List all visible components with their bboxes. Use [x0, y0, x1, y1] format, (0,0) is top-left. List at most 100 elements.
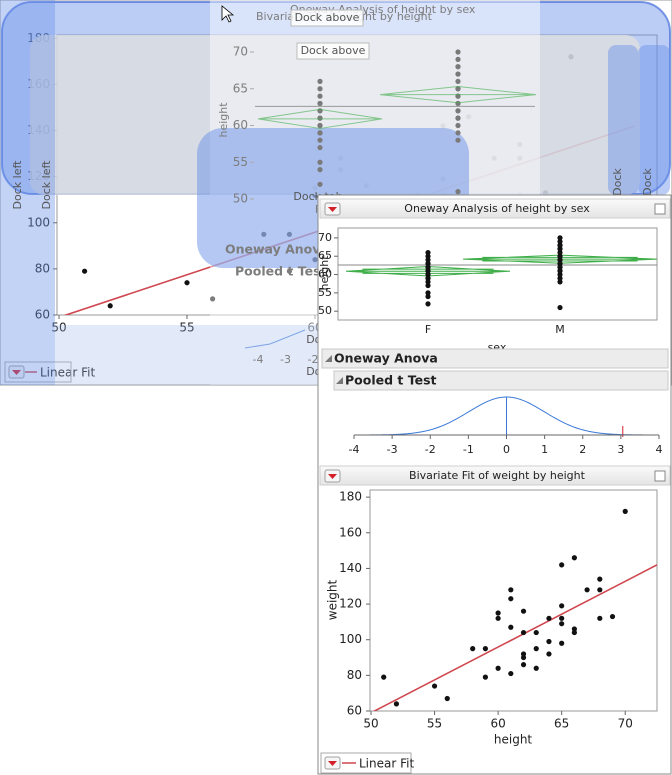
- button[interactable]: [320, 752, 412, 774]
- ghost-point: [317, 159, 323, 165]
- point: [597, 587, 603, 593]
- point: [508, 670, 514, 677]
- y-tick-label: 140: [339, 561, 362, 575]
- point: [107, 303, 113, 309]
- ghost-tick-label: -3: [280, 353, 291, 366]
- plot-frame: [369, 489, 658, 712]
- close-box[interactable]: [654, 470, 666, 482]
- x-tick-label: 2: [579, 443, 586, 456]
- menu-triangle: [328, 761, 337, 766]
- point: [557, 238, 563, 245]
- point: [508, 596, 514, 602]
- ghost-point: [317, 130, 323, 136]
- point: [425, 275, 431, 281]
- menu-triangle: [328, 474, 337, 479]
- menu-triangle: [328, 207, 337, 212]
- ghost-point: [317, 181, 323, 187]
- point: [495, 665, 501, 671]
- point: [425, 301, 431, 307]
- point: [425, 249, 431, 256]
- x-tick-label: F: [425, 323, 431, 336]
- button-label: Linear Fit: [40, 366, 95, 380]
- ghost-point: [317, 93, 323, 99]
- point: [431, 683, 438, 689]
- point: [557, 304, 563, 311]
- title-bar: [319, 198, 671, 219]
- x-tick-label: -4: [349, 443, 360, 456]
- point: [520, 651, 527, 657]
- ghost-point: [455, 71, 461, 77]
- point: [82, 268, 88, 274]
- point: [495, 615, 501, 621]
- ghost-point: [455, 64, 461, 70]
- cursor: [221, 5, 235, 23]
- point: [210, 296, 216, 302]
- point: [425, 282, 431, 289]
- ghost-point: [455, 49, 461, 55]
- y-tick-label: 60: [35, 308, 50, 322]
- x-tick-label: 70: [618, 717, 633, 731]
- ghost-point: [317, 115, 323, 121]
- y-tick-label: 50: [318, 304, 332, 317]
- dock-label: Dock above: [301, 44, 366, 57]
- disclosure[interactable]: [336, 377, 343, 384]
- x-tick-label: 1: [541, 443, 548, 456]
- point: [557, 242, 563, 248]
- title-bar: [319, 465, 671, 486]
- point: [425, 293, 431, 300]
- ghost-point: [317, 137, 323, 143]
- point: [557, 279, 563, 285]
- point: [425, 290, 431, 296]
- point: [557, 260, 563, 267]
- point: [557, 275, 563, 281]
- ghost-curve: [244, 329, 306, 349]
- point: [597, 615, 603, 621]
- ghost-point: [455, 100, 461, 107]
- point: [533, 646, 539, 652]
- point: [482, 674, 488, 680]
- button-label: Linear Fit: [359, 757, 414, 771]
- dock-label: Dock left: [11, 160, 24, 210]
- button[interactable]: [4, 361, 72, 383]
- point: [557, 235, 563, 241]
- point: [559, 621, 565, 627]
- y-tick-label: 120: [339, 597, 362, 611]
- ghost-point: [317, 144, 323, 151]
- point: [425, 257, 431, 263]
- ghost-tick-label: 55: [233, 155, 248, 169]
- point: [495, 610, 501, 616]
- dock-label: Dock left: [40, 160, 53, 210]
- plot-area: [372, 508, 657, 711]
- ghost-point: [317, 100, 323, 107]
- close-box[interactable]: [654, 203, 666, 215]
- disclosure[interactable]: [325, 355, 332, 362]
- point: [622, 508, 628, 514]
- y-tick-label: 60: [347, 704, 362, 718]
- point: [520, 629, 527, 636]
- point: [482, 646, 488, 652]
- point: [508, 624, 514, 630]
- outline-header: [333, 370, 669, 391]
- point: [425, 264, 431, 270]
- ghost-point: [317, 78, 323, 84]
- dock-label: Dock: [641, 168, 654, 196]
- y-axis-label: height: [318, 255, 331, 291]
- ghost-point: [455, 189, 461, 195]
- ghost-point: [455, 86, 461, 92]
- panel-title: Bivariate Fit of weight by height: [409, 469, 586, 482]
- point: [444, 695, 450, 702]
- point: [425, 271, 431, 278]
- point: [559, 615, 565, 621]
- point: [286, 268, 292, 274]
- ghost-tick-label: 65: [233, 81, 248, 95]
- dock-label-box: [296, 42, 370, 60]
- point: [184, 280, 190, 286]
- ghost-tick-label: -4: [253, 353, 264, 366]
- ghost-tick-label: -2: [308, 353, 319, 366]
- x-tick-label: -2: [425, 443, 436, 456]
- point: [393, 701, 400, 707]
- x-tick-label: 55: [179, 321, 194, 335]
- plot-frame: [337, 227, 658, 321]
- y-axis-label: weight: [326, 579, 340, 620]
- menu-triangle: [12, 370, 21, 375]
